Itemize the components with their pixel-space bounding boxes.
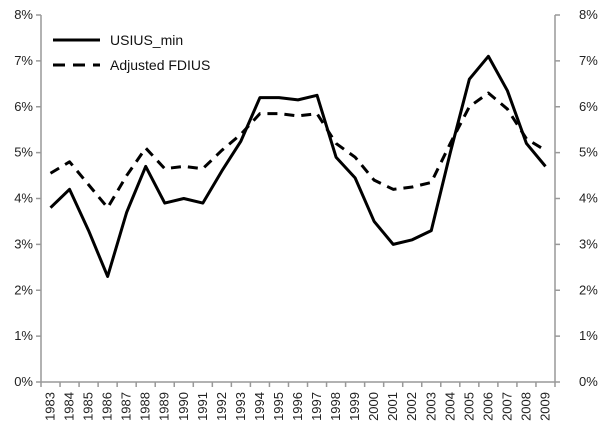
x-tick-label: 1988 bbox=[138, 392, 153, 421]
y-tick-label-right: 4% bbox=[579, 191, 598, 206]
y-tick-label-left: 7% bbox=[14, 53, 33, 68]
x-tick-label: 2009 bbox=[537, 392, 552, 421]
y-tick-label-right: 6% bbox=[579, 99, 598, 114]
y-tick-label-left: 3% bbox=[14, 236, 33, 251]
x-tick-label: 2006 bbox=[480, 392, 495, 421]
x-tick-label: 1990 bbox=[176, 392, 191, 421]
x-tick-label: 1999 bbox=[347, 392, 362, 421]
x-tick-label: 1983 bbox=[43, 392, 58, 421]
x-tick-label: 1989 bbox=[157, 392, 172, 421]
x-tick-label: 1986 bbox=[100, 392, 115, 421]
x-tick-label: 2007 bbox=[499, 392, 514, 421]
x-tick-label: 1998 bbox=[328, 392, 343, 421]
x-tick-label: 1996 bbox=[290, 392, 305, 421]
y-tick-label-left: 5% bbox=[14, 145, 33, 160]
x-tick-label: 1984 bbox=[62, 392, 77, 421]
y-tick-label-right: 3% bbox=[579, 236, 598, 251]
y-tick-label-right: 8% bbox=[579, 7, 598, 22]
x-tick-label: 1991 bbox=[195, 392, 210, 421]
y-tick-label-right: 1% bbox=[579, 328, 598, 343]
x-tick-label: 2003 bbox=[423, 392, 438, 421]
x-tick-label: 1994 bbox=[252, 392, 267, 421]
x-tick-label: 2005 bbox=[461, 392, 476, 421]
x-tick-label: 1985 bbox=[81, 392, 96, 421]
series-line-usius-min bbox=[49, 54, 547, 278]
y-tick-label-left: 0% bbox=[14, 374, 33, 389]
legend-label: Adjusted FDIUS bbox=[110, 57, 210, 73]
x-tick-label: 2002 bbox=[404, 392, 419, 421]
y-tick-label-right: 0% bbox=[579, 374, 598, 389]
x-tick-label: 2000 bbox=[366, 392, 381, 421]
y-tick-label-right: 2% bbox=[579, 282, 598, 297]
y-tick-label-left: 6% bbox=[14, 99, 33, 114]
y-tick-label-left: 2% bbox=[14, 282, 33, 297]
y-tick-label-left: 8% bbox=[14, 7, 33, 22]
y-tick-label-left: 4% bbox=[14, 191, 33, 206]
x-tick-label: 2001 bbox=[385, 392, 400, 421]
y-tick-label-left: 1% bbox=[14, 328, 33, 343]
x-tick-label: 1992 bbox=[214, 392, 229, 421]
legend-label: USIUS_min bbox=[110, 32, 183, 48]
x-tick-label: 1987 bbox=[119, 392, 134, 421]
y-tick-label-right: 5% bbox=[579, 145, 598, 160]
x-tick-label: 1995 bbox=[271, 392, 286, 421]
x-tick-label: 2008 bbox=[518, 392, 533, 421]
y-tick-label-right: 7% bbox=[579, 53, 598, 68]
x-tick-label: 1997 bbox=[309, 392, 324, 421]
x-tick-label: 1993 bbox=[233, 392, 248, 421]
series-line-adjusted-fdius bbox=[49, 91, 547, 210]
x-tick-label: 2004 bbox=[442, 392, 457, 421]
